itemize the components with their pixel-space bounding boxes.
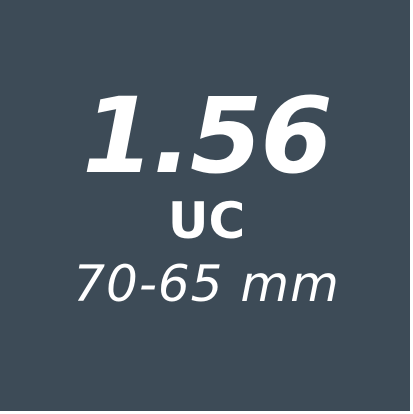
refractive-index: 1.56 xyxy=(82,75,333,197)
diameter-range: 70-65 mm xyxy=(73,255,340,313)
coating-label: UC xyxy=(167,192,246,250)
